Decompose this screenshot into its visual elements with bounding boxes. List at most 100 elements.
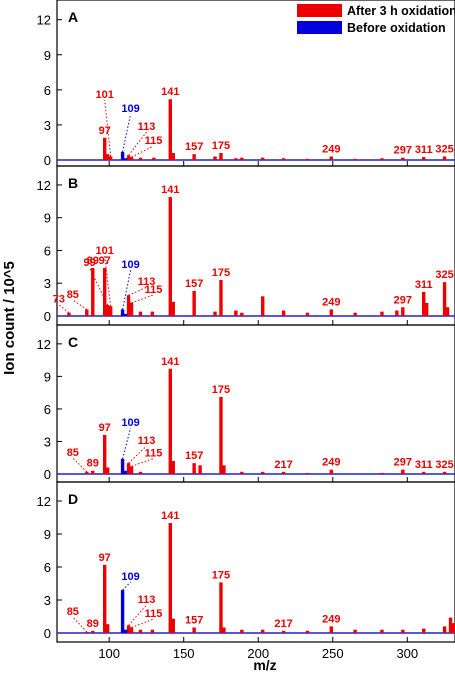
peak-label: 85 bbox=[67, 447, 79, 459]
peak-label: 115 bbox=[145, 447, 163, 459]
x-tick-label: 200 bbox=[247, 646, 269, 661]
bar-after bbox=[240, 312, 244, 316]
panel-frame bbox=[56, 481, 455, 643]
bar-after bbox=[448, 617, 453, 633]
peak-label: 89 bbox=[87, 255, 99, 267]
bar-before bbox=[123, 158, 128, 160]
bar-after bbox=[198, 465, 202, 474]
peak-label: 157 bbox=[185, 615, 203, 627]
bar-before bbox=[120, 151, 125, 160]
peak-leader bbox=[104, 99, 112, 157]
peak-label: 157 bbox=[185, 450, 203, 462]
peak-label: 113 bbox=[138, 121, 156, 133]
peak-label: 85 bbox=[67, 289, 79, 301]
y-tick-label: 6 bbox=[44, 83, 51, 98]
bar-after bbox=[219, 396, 223, 474]
bar-after bbox=[192, 154, 196, 160]
bar-after bbox=[138, 471, 143, 474]
peak-label: 101 bbox=[95, 245, 113, 257]
peak-leader bbox=[122, 581, 131, 591]
peak-label: 109 bbox=[121, 103, 139, 115]
bar-after bbox=[380, 311, 384, 316]
bar-after bbox=[105, 467, 110, 474]
x-tick-label: 150 bbox=[173, 646, 195, 661]
peak-leader bbox=[104, 255, 112, 307]
peak-leader bbox=[128, 604, 147, 626]
bar-after bbox=[219, 152, 223, 160]
bar-after bbox=[103, 434, 107, 474]
bar-after bbox=[108, 306, 113, 316]
bar-before bbox=[123, 629, 128, 633]
legend-swatch-after bbox=[297, 4, 342, 17]
bar-after bbox=[329, 626, 333, 633]
bar-after bbox=[150, 629, 155, 633]
bar-after bbox=[85, 631, 89, 633]
bar-after bbox=[442, 626, 447, 633]
peak-leader bbox=[131, 457, 154, 467]
bar-after bbox=[281, 158, 286, 160]
bar-before bbox=[120, 309, 125, 316]
bar-after bbox=[213, 311, 217, 316]
bar-after bbox=[281, 310, 286, 316]
peak-label: 99 bbox=[84, 257, 96, 269]
peak-label: 249 bbox=[322, 613, 340, 625]
bar-after bbox=[126, 295, 131, 316]
bar-after bbox=[421, 628, 426, 633]
y-tick-label: 6 bbox=[44, 243, 51, 258]
bar-after bbox=[192, 463, 196, 474]
bar-after bbox=[380, 629, 384, 633]
bar-after bbox=[329, 309, 333, 316]
panel-a: 0 3 6 9 12 A 97 101 109 113 115 141 157 175 249 297 311 3… bbox=[37, 0, 455, 168]
peak-label: 113 bbox=[138, 435, 156, 447]
bar-after bbox=[168, 196, 172, 316]
panel-letter-a: A bbox=[68, 9, 78, 25]
peak-leader bbox=[131, 145, 154, 158]
peak-leader bbox=[131, 294, 154, 304]
bar-after bbox=[213, 156, 217, 160]
x-tick-label: 100 bbox=[98, 646, 120, 661]
bar-after bbox=[401, 629, 405, 633]
bar-after bbox=[171, 460, 175, 474]
y-tick-label: 3 bbox=[44, 118, 51, 133]
y-tick-label: 6 bbox=[44, 560, 51, 575]
peak-label: 311 bbox=[415, 459, 433, 471]
bar-after bbox=[234, 310, 238, 316]
peak-label: 157 bbox=[185, 141, 203, 153]
bar-after bbox=[103, 137, 107, 160]
peak-label: 109 bbox=[121, 417, 139, 429]
bar-before bbox=[120, 458, 125, 474]
peak-label: 157 bbox=[185, 278, 203, 290]
bar-after bbox=[152, 157, 156, 160]
peak-label: 175 bbox=[212, 267, 230, 279]
bar-after bbox=[103, 267, 107, 316]
bar-after bbox=[129, 627, 134, 633]
peak-label: 85 bbox=[67, 606, 79, 618]
bar-after bbox=[138, 157, 143, 160]
y-tick-label: 0 bbox=[44, 467, 51, 482]
bar-after bbox=[192, 627, 196, 633]
peak-label: 175 bbox=[212, 569, 230, 581]
bar-after bbox=[222, 627, 226, 633]
peak-label: 97 bbox=[99, 125, 111, 137]
x-tick-label: 250 bbox=[322, 646, 344, 661]
peak-leader bbox=[131, 618, 154, 628]
peak-label: 297 bbox=[394, 145, 412, 157]
peak-leader bbox=[128, 131, 147, 156]
y-tick-label: 12 bbox=[37, 494, 51, 509]
bar-after bbox=[421, 471, 426, 474]
peak-label: 109 bbox=[121, 571, 139, 583]
bar-after bbox=[108, 156, 113, 160]
y-tick-label: 6 bbox=[44, 402, 51, 417]
bar-after bbox=[445, 307, 450, 316]
peak-label: 141 bbox=[161, 356, 179, 368]
y-tick-label: 9 bbox=[44, 48, 51, 63]
y-tick-label: 12 bbox=[37, 178, 51, 193]
bar-after bbox=[129, 157, 134, 160]
bar-after bbox=[85, 309, 89, 316]
bar-after bbox=[380, 472, 384, 474]
bar-after bbox=[240, 471, 244, 474]
bar-after bbox=[171, 301, 175, 316]
bar-after bbox=[138, 629, 143, 633]
peak-label: 141 bbox=[161, 184, 179, 196]
